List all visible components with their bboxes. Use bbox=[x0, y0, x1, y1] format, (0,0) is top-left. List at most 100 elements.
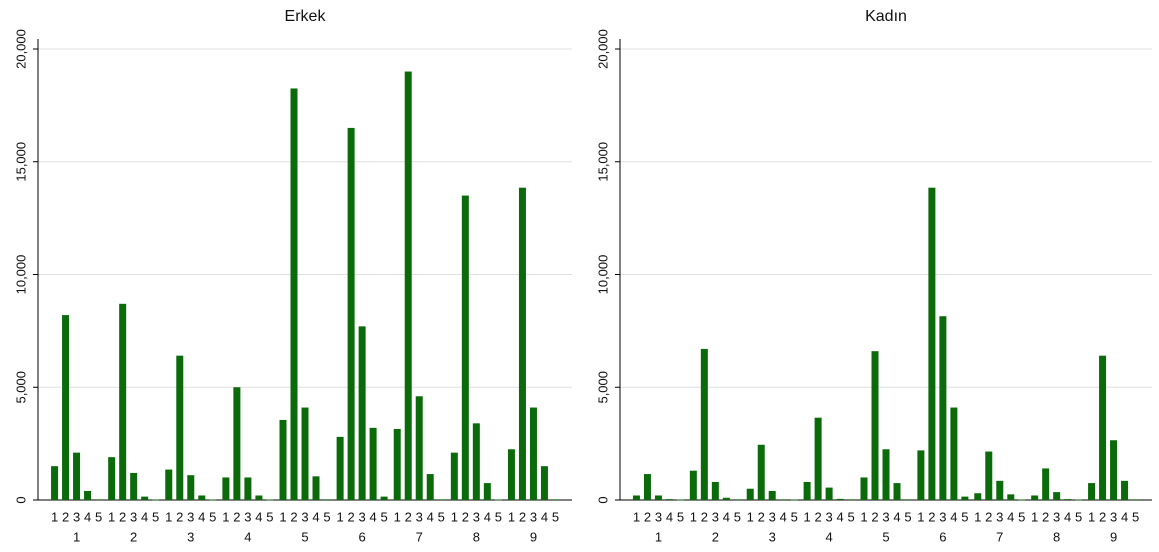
bar bbox=[450, 452, 458, 500]
subcategory-label: 5 bbox=[438, 509, 445, 524]
bar bbox=[222, 477, 230, 500]
bar bbox=[540, 466, 548, 500]
subcategory-label: 2 bbox=[405, 509, 412, 524]
bar bbox=[62, 315, 70, 500]
subcategory-label: 4 bbox=[1121, 509, 1128, 524]
subcategory-label: 2 bbox=[347, 509, 354, 524]
bar bbox=[985, 451, 993, 500]
bar bbox=[437, 499, 445, 501]
subcategory-label: 5 bbox=[1018, 509, 1025, 524]
subcategory-label: 4 bbox=[141, 509, 148, 524]
bar bbox=[1018, 499, 1026, 501]
bar bbox=[518, 187, 526, 500]
bar bbox=[393, 428, 401, 500]
x-tick-label: 1 bbox=[655, 529, 662, 544]
bar bbox=[198, 495, 206, 500]
subcategory-label: 1 bbox=[508, 509, 515, 524]
bar bbox=[996, 480, 1004, 500]
subcategory-label: 5 bbox=[495, 509, 502, 524]
bar bbox=[266, 499, 274, 501]
chart-title: Kadın bbox=[865, 8, 907, 25]
bar bbox=[95, 499, 103, 501]
bar bbox=[84, 490, 92, 500]
y-tick-label: 20,000 bbox=[13, 29, 28, 69]
subcategory-label: 5 bbox=[961, 509, 968, 524]
subcategory-label: 3 bbox=[530, 509, 537, 524]
y-tick-label: 0 bbox=[13, 496, 28, 503]
bar bbox=[974, 493, 982, 500]
bar bbox=[358, 326, 366, 500]
subcategory-label: 5 bbox=[552, 509, 559, 524]
bar bbox=[779, 499, 787, 501]
y-tick-label: 15,000 bbox=[13, 142, 28, 182]
subcategory-label: 4 bbox=[1064, 509, 1071, 524]
subcategory-label: 4 bbox=[255, 509, 262, 524]
y-tick-label: 5,000 bbox=[595, 371, 610, 404]
subcategory-label: 4 bbox=[369, 509, 376, 524]
subcategory-label: 4 bbox=[723, 509, 730, 524]
subcategory-label: 1 bbox=[279, 509, 286, 524]
subcategory-label: 3 bbox=[939, 509, 946, 524]
subcategory-label: 3 bbox=[1110, 509, 1117, 524]
bar bbox=[665, 499, 673, 500]
x-tick-label: 4 bbox=[825, 529, 832, 544]
bar bbox=[746, 488, 754, 500]
subcategory-label: 3 bbox=[1053, 509, 1060, 524]
x-tick-label: 1 bbox=[73, 529, 80, 544]
bar bbox=[336, 436, 344, 500]
bar bbox=[917, 450, 925, 500]
bar bbox=[847, 499, 855, 501]
x-tick-label: 6 bbox=[358, 529, 365, 544]
subcategory-label: 3 bbox=[825, 509, 832, 524]
subcategory-label: 2 bbox=[62, 509, 69, 524]
bar bbox=[1121, 480, 1129, 500]
subcategory-label: 5 bbox=[847, 509, 854, 524]
subcategory-label: 4 bbox=[666, 509, 673, 524]
bar bbox=[1007, 494, 1015, 500]
bar bbox=[290, 88, 298, 501]
subcategory-label: 3 bbox=[473, 509, 480, 524]
bar bbox=[689, 470, 697, 500]
bar bbox=[768, 490, 776, 500]
x-tick-label: 3 bbox=[187, 529, 194, 544]
bar bbox=[380, 496, 388, 500]
bar bbox=[301, 407, 309, 500]
subcategory-label: 5 bbox=[152, 509, 159, 524]
x-tick-label: 2 bbox=[712, 529, 719, 544]
subcategory-label: 2 bbox=[985, 509, 992, 524]
bar bbox=[1031, 495, 1039, 500]
subcategory-label: 4 bbox=[893, 509, 900, 524]
bar bbox=[404, 71, 412, 501]
bar bbox=[825, 487, 833, 500]
bar bbox=[1053, 492, 1061, 500]
x-tick-label: 4 bbox=[244, 529, 251, 544]
bar bbox=[51, 466, 59, 500]
bar bbox=[415, 396, 423, 500]
subcategory-label: 2 bbox=[1042, 509, 1049, 524]
bar bbox=[461, 195, 469, 500]
subcategory-label: 1 bbox=[222, 509, 229, 524]
x-tick-label: 9 bbox=[530, 529, 537, 544]
bar bbox=[255, 495, 263, 500]
subcategory-label: 3 bbox=[301, 509, 308, 524]
subcategory-label: 5 bbox=[734, 509, 741, 524]
bar bbox=[347, 127, 355, 501]
bar bbox=[871, 351, 879, 500]
bar bbox=[551, 499, 559, 501]
x-tick-label: 3 bbox=[769, 529, 776, 544]
x-tick-label: 5 bbox=[301, 529, 308, 544]
y-tick-label: 15,000 bbox=[595, 142, 610, 182]
bar bbox=[209, 499, 217, 501]
subcategory-label: 1 bbox=[108, 509, 115, 524]
subcategory-label: 2 bbox=[290, 509, 297, 524]
bar bbox=[893, 483, 901, 500]
bar bbox=[654, 495, 662, 500]
subcategory-label: 1 bbox=[1088, 509, 1095, 524]
subcategory-label: 5 bbox=[380, 509, 387, 524]
subcategory-label: 3 bbox=[358, 509, 365, 524]
subcategory-label: 2 bbox=[758, 509, 765, 524]
y-tick-label: 10,000 bbox=[595, 255, 610, 295]
subcategory-label: 4 bbox=[950, 509, 957, 524]
bar bbox=[1110, 440, 1118, 500]
subcategory-label: 2 bbox=[1099, 509, 1106, 524]
